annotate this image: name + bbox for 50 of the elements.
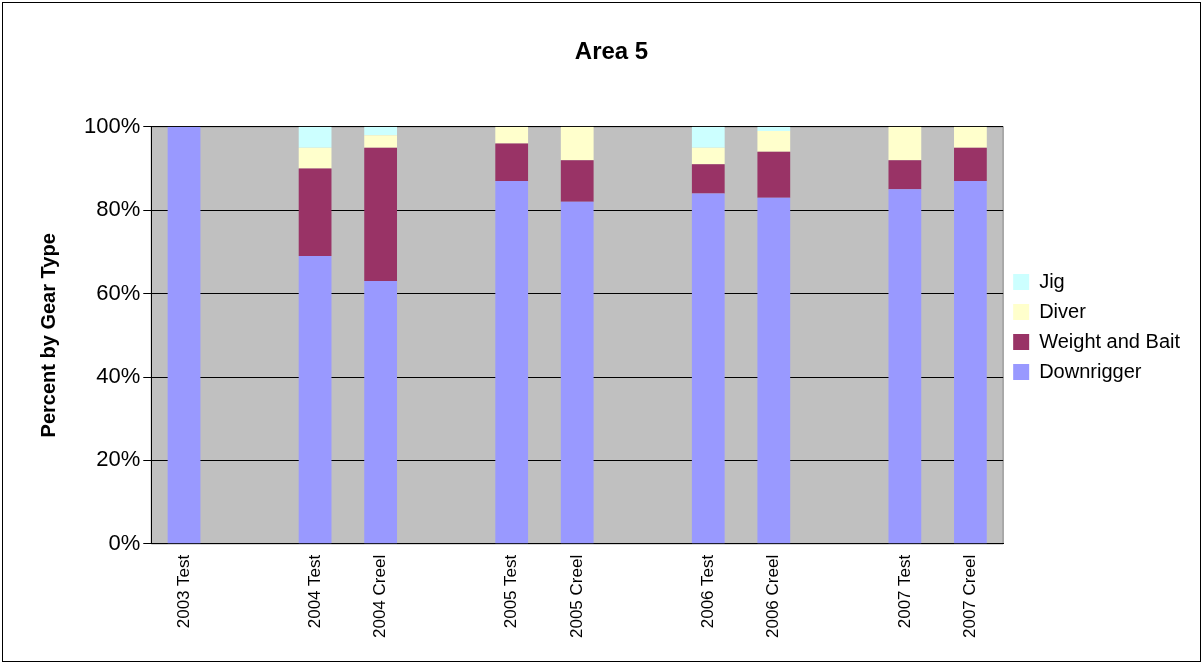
bar (167, 126, 201, 544)
bar (757, 126, 791, 131)
bar (954, 181, 987, 544)
bar (560, 160, 594, 202)
x-tick-label: 2004 Creel (370, 554, 390, 639)
bar (757, 130, 791, 152)
bar (495, 143, 529, 182)
x-tick-label: 2007 Creel (960, 554, 980, 639)
x-tick-label: 2004 Test (304, 554, 324, 629)
bar (560, 126, 594, 161)
chart-title: Area 5 (574, 37, 649, 65)
y-tick-label: 100% (83, 112, 141, 138)
bar (495, 181, 529, 544)
bar (691, 126, 725, 148)
bar (364, 281, 398, 544)
bar (757, 151, 791, 198)
bar (691, 147, 725, 165)
y-axis-title: Percent by Gear Type (36, 233, 59, 438)
legend-label: Diver (1039, 299, 1087, 322)
x-tick-label: 2005 Creel (566, 554, 586, 639)
bar (495, 126, 529, 144)
bar (298, 126, 332, 148)
x-tick-label: 2006 Test (697, 554, 717, 629)
bar (364, 147, 398, 282)
bar (298, 256, 332, 544)
bar (364, 135, 398, 148)
y-tick-label: 80% (96, 196, 141, 222)
y-tick-label: 20% (96, 446, 141, 472)
bar (364, 126, 398, 136)
bar (888, 189, 922, 544)
bar (757, 197, 791, 544)
y-tick-label: 40% (96, 363, 141, 389)
bar (888, 160, 922, 190)
bar (298, 168, 332, 257)
y-tick-label: 0% (108, 529, 141, 555)
bar (298, 147, 332, 169)
legend-label: Jig (1039, 269, 1065, 292)
bar (954, 147, 987, 182)
bar (691, 164, 725, 194)
bar (691, 193, 725, 544)
x-tick-label: 2007 Test (894, 554, 914, 629)
x-tick-label: 2006 Creel (763, 554, 783, 639)
x-tick-label: 2003 Test (173, 554, 193, 629)
y-tick-label: 60% (96, 279, 141, 305)
legend-label: Downrigger (1039, 359, 1142, 382)
bar (560, 201, 594, 544)
bar (888, 126, 922, 161)
x-tick-label: 2005 Test (501, 554, 521, 629)
bar (954, 126, 987, 148)
legend-label: Weight and Bait (1039, 329, 1181, 352)
